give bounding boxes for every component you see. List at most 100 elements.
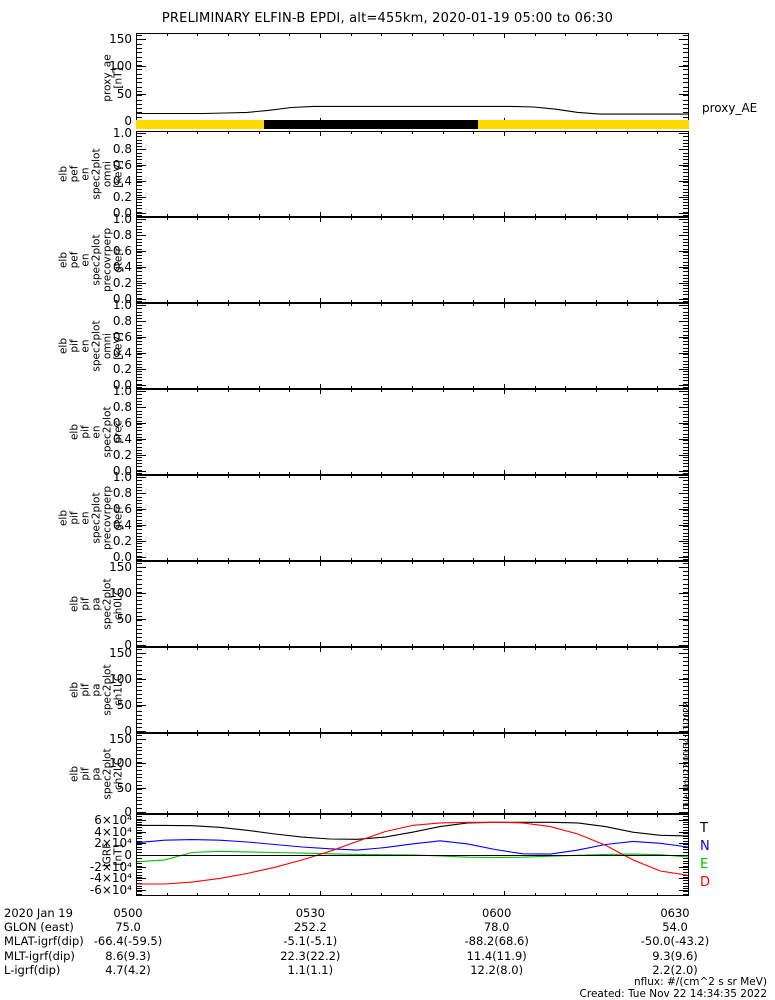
ytick-minor: [137, 271, 142, 272]
ytick-mark-right: [679, 832, 688, 833]
ytick-minor: [137, 335, 142, 336]
xtick-minor: [259, 300, 260, 303]
ytick-minor: [137, 69, 142, 70]
curve-igrf-E: [136, 850, 689, 863]
xtick-minor: [412, 472, 413, 475]
xtick-minor: [136, 814, 137, 817]
ytick-minor: [137, 212, 142, 213]
xtick-minor: [688, 300, 689, 303]
ytick-minor: [137, 268, 142, 269]
ytick-minor: [137, 163, 142, 164]
polyline: [137, 821, 689, 840]
ytick-mark: [137, 197, 146, 198]
ytick-label: 0.2: [112, 276, 132, 290]
ytick-minor: [137, 384, 142, 385]
row-label: MLAT-igrf(dip): [4, 934, 84, 949]
ytick-minor-right: [683, 600, 688, 601]
ytick-minor: [137, 179, 142, 180]
ytick-minor: [137, 625, 142, 626]
xtick-minor: [627, 217, 628, 220]
ytick-minor: [137, 232, 142, 233]
xtick-minor: [688, 389, 689, 392]
ytick-minor-right: [683, 665, 688, 666]
xtick-minor: [535, 730, 536, 733]
xtick-minor: [443, 893, 444, 896]
xtick-minor: [565, 217, 566, 220]
ytick-mark-right: [679, 213, 688, 214]
xtick-minor: [167, 300, 168, 303]
ytick-mark: [137, 509, 146, 510]
xtick-minor: [167, 217, 168, 220]
ytick-minor-right: [683, 575, 688, 576]
ytick-mark-right: [679, 843, 688, 844]
ytick-minor-right: [683, 645, 688, 646]
xtick-minor: [412, 814, 413, 817]
ytick-minor-right: [683, 308, 688, 309]
xtick-minor: [504, 214, 505, 217]
ytick-minor: [137, 819, 142, 820]
ytick-minor-right: [683, 344, 688, 345]
xtick-minor: [351, 733, 352, 736]
ytick-minor-right: [683, 808, 688, 809]
xtick-minor: [351, 303, 352, 306]
ytick-minor-right: [683, 374, 688, 375]
xtick-minor: [320, 472, 321, 475]
xtick-minor: [535, 33, 536, 36]
ytick-mark: [137, 471, 146, 472]
ytick-minor-right: [683, 252, 688, 253]
ytick-minor-right: [683, 179, 688, 180]
ytick-mark: [137, 267, 146, 268]
ytick-minor: [137, 858, 142, 859]
xtick-minor: [473, 893, 474, 896]
ytick-label: -6×10⁴: [89, 883, 132, 897]
ytick-minor-right: [683, 291, 688, 292]
ytick-minor-right: [683, 348, 688, 349]
ytick-minor-right: [683, 608, 688, 609]
ytick-minor: [137, 133, 142, 134]
xtick-minor: [136, 303, 137, 306]
ytick-label: 4×10⁴: [94, 824, 132, 839]
ytick-minor-right: [683, 625, 688, 626]
xtick-minor: [443, 386, 444, 389]
ytick-minor-right: [683, 686, 688, 687]
xtick-minor: [289, 389, 290, 392]
row-label: GLON (east): [4, 920, 74, 935]
ytick-minor-right: [683, 44, 688, 45]
xtick-minor: [167, 472, 168, 475]
ytick-minor: [137, 487, 142, 488]
ytick-minor-right: [683, 401, 688, 402]
ytick-minor: [137, 205, 142, 206]
ytick-minor-right: [683, 149, 688, 150]
xtick-minor: [197, 217, 198, 220]
ytick-minor-right: [683, 268, 688, 269]
curve-igrf-T: [137, 821, 689, 840]
ytick-minor-right: [683, 232, 688, 233]
ytick-minor: [137, 371, 142, 372]
xtick-minor: [167, 558, 168, 561]
xtick-minor: [657, 558, 658, 561]
ytick-minor: [137, 245, 142, 246]
ytick-mark-right: [679, 337, 688, 338]
ytick-label: 0: [124, 848, 132, 862]
ytick-minor: [137, 460, 142, 461]
ytick-mark: [137, 541, 146, 542]
ytick-minor-right: [683, 836, 688, 837]
ytick-minor-right: [683, 434, 688, 435]
ytick-label: 50: [116, 612, 132, 626]
xtick-minor: [320, 733, 321, 736]
ytick-minor-right: [683, 328, 688, 329]
xtick-minor: [351, 561, 352, 564]
xtick-minor: [289, 811, 290, 814]
xtick-minor: [627, 475, 628, 478]
ytick-minor: [137, 682, 142, 683]
xtick-minor: [136, 300, 137, 303]
ytick-minor-right: [683, 891, 688, 892]
row-value: 0630: [660, 906, 690, 920]
ytick-label: 150: [109, 646, 132, 660]
ytick-minor-right: [683, 723, 688, 724]
xtick-minor: [443, 733, 444, 736]
ytick-minor-right: [683, 354, 688, 355]
xtick-minor: [657, 300, 658, 303]
ytick-minor: [137, 61, 142, 62]
